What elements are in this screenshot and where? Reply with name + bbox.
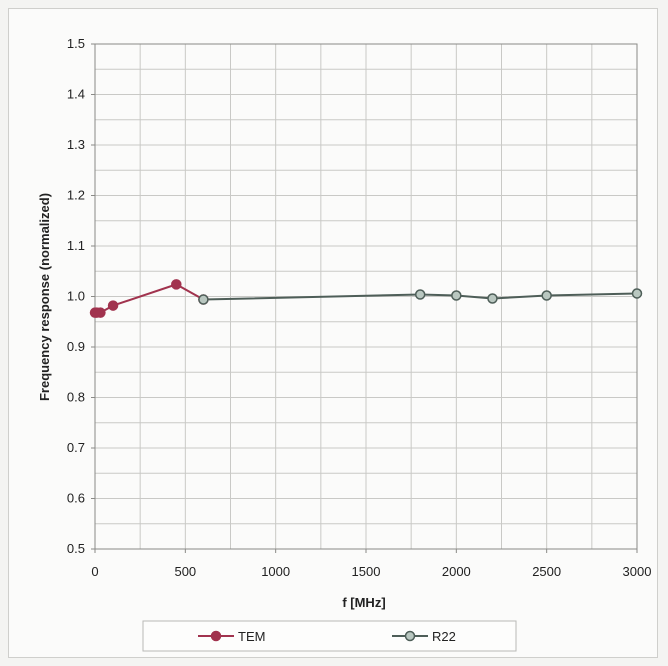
legend-label-r22: R22 <box>432 629 456 644</box>
x-tick-label: 1000 <box>261 564 290 579</box>
y-tick-label: 1.1 <box>67 238 85 253</box>
x-tick-label: 2000 <box>442 564 471 579</box>
x-axis-label: f [MHz] <box>342 595 385 610</box>
x-tick-label: 1500 <box>352 564 381 579</box>
y-tick-label: 1.5 <box>67 36 85 51</box>
legend: TEM R22 <box>142 620 517 652</box>
data-point-r22 <box>414 289 426 300</box>
data-point-tem <box>95 307 106 318</box>
data-point-r22 <box>631 288 643 299</box>
legend-label-tem: TEM <box>238 629 265 644</box>
legend-marker-r22 <box>404 630 416 642</box>
data-point-r22 <box>541 290 552 301</box>
x-tick-label: 500 <box>174 564 196 579</box>
x-tick-labels: 0 500 1000 1500 2000 2500 3000 <box>91 549 651 579</box>
y-tick-label: 0.6 <box>67 491 85 506</box>
legend-marker-tem <box>210 630 222 642</box>
y-tick-label: 0.8 <box>67 390 85 405</box>
y-axis-label: Frequency response (normalized) <box>37 193 52 401</box>
y-tick-label: 0.7 <box>67 440 85 455</box>
y-tick-label: 1.0 <box>67 289 85 304</box>
data-point-tem <box>107 300 119 311</box>
chart-frame <box>8 8 658 658</box>
data-point-tem <box>171 279 182 290</box>
x-tick-label: 0 <box>91 564 98 579</box>
series-line-r22 <box>203 292 638 301</box>
y-tick-labels: 0.5 0.6 0.7 0.8 0.9 1.0 1.1 1.2 1.3 1.4 1.5 <box>67 36 95 556</box>
y-tick-label: 0.5 <box>67 541 85 556</box>
y-tick-label: 0.9 <box>67 339 85 354</box>
x-tick-label: 2500 <box>532 564 561 579</box>
x-tick-label: 3000 <box>623 564 652 579</box>
y-tick-label: 1.2 <box>67 188 85 203</box>
data-point-r22 <box>451 290 462 301</box>
series-layer <box>89 279 643 318</box>
y-tick-label: 1.3 <box>67 137 85 152</box>
data-point-r22 <box>198 294 209 305</box>
data-point-r22 <box>487 293 498 304</box>
y-tick-label: 1.4 <box>67 87 85 102</box>
